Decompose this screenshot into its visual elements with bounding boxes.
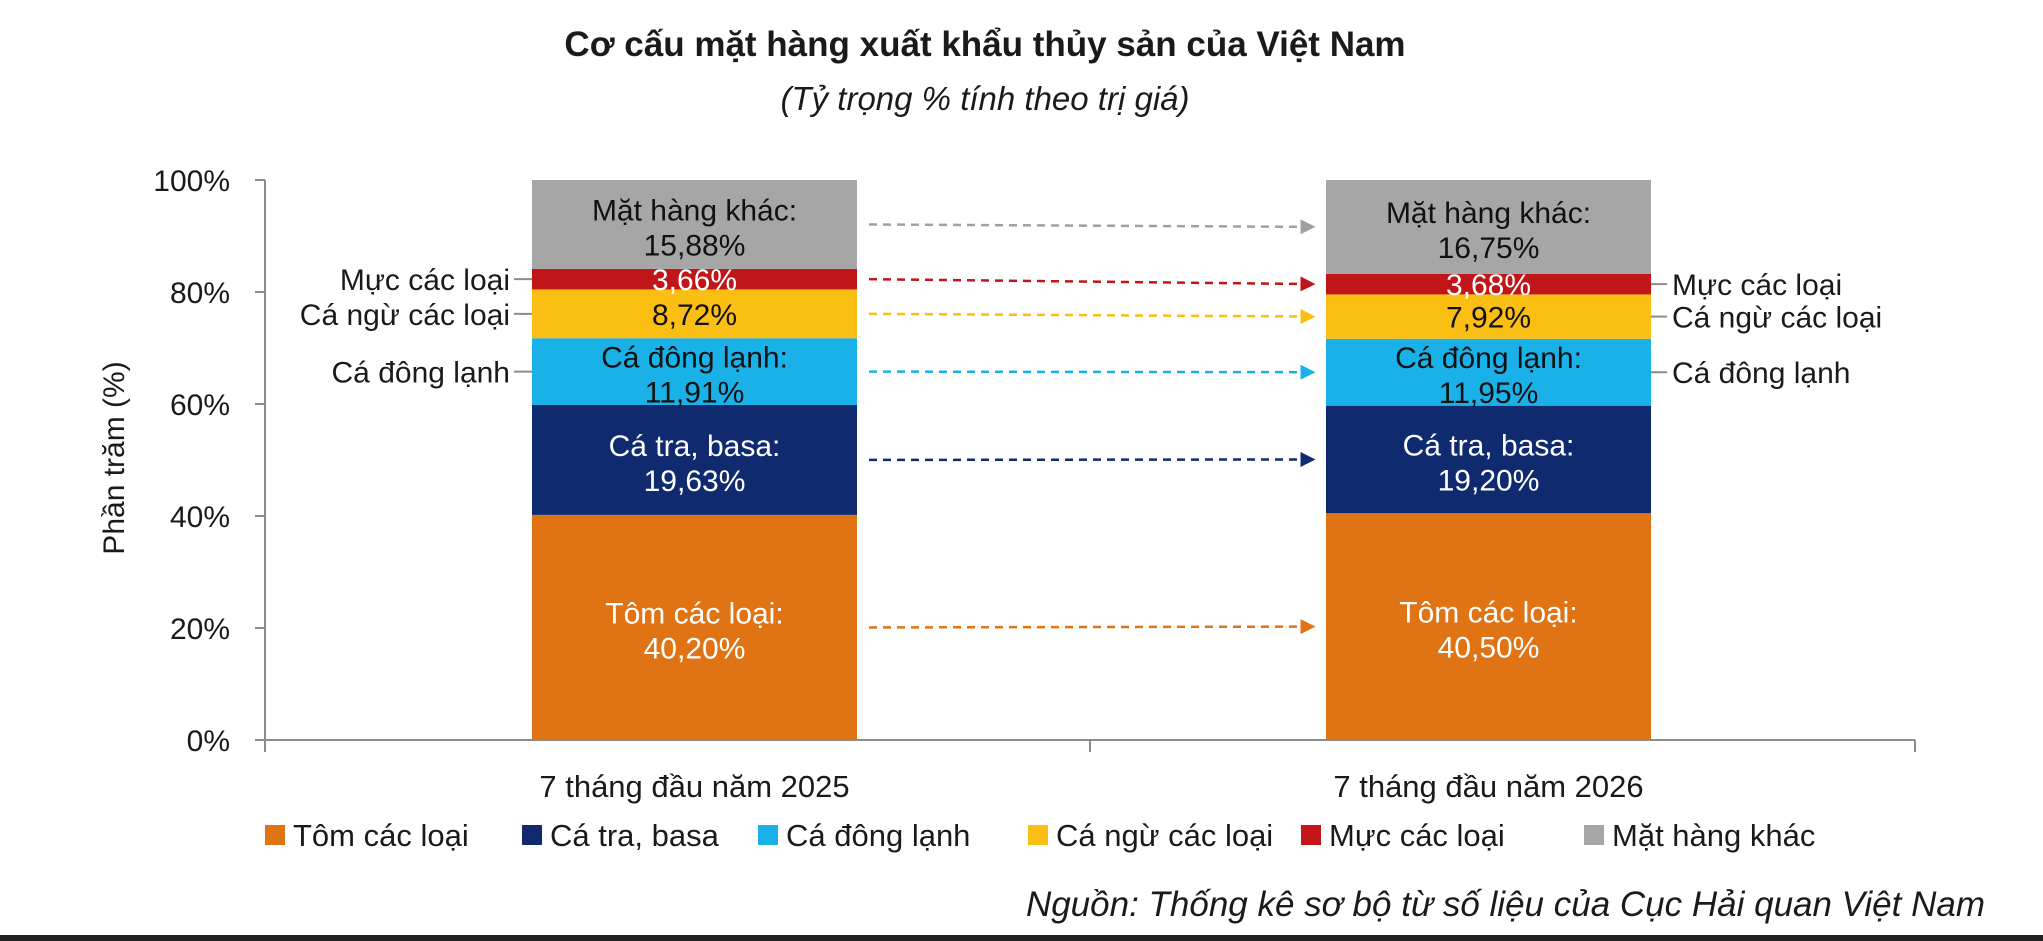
legend-label: Mực các loại <box>1329 818 1505 853</box>
bar-segment <box>1326 513 1651 740</box>
bar-segment <box>532 514 857 740</box>
data-label: 11,95% <box>1439 377 1539 410</box>
legend: Tôm các loại Cá tra, basa Cá đông lạnh Cá n… <box>265 818 1815 853</box>
legend-swatch <box>1301 825 1321 845</box>
source-note: Nguồn: Thống kê sơ bộ từ số liệu của Cục… <box>1026 885 1985 924</box>
segment-name-label: Mặt hàng khác: <box>592 194 797 227</box>
y-tick-label: 0% <box>187 725 230 758</box>
legend-swatch <box>265 825 285 845</box>
change-arrow <box>868 309 1316 325</box>
side-label-left: Cá ngừ các loại <box>300 299 510 332</box>
legend-swatch <box>522 825 542 845</box>
chart-title: Cơ cấu mặt hàng xuất khẩu thủy sản của V… <box>564 25 1405 64</box>
legend-swatch <box>1584 825 1604 845</box>
plot-area: 0% 20% 40% 60% 80% 100% 7 tháng đầu năm 2025 7 … <box>153 165 1916 804</box>
change-arrow <box>868 364 1316 380</box>
legend-swatch <box>1028 825 1048 845</box>
change-arrow <box>868 219 1316 235</box>
data-label: 7,92% <box>1446 302 1531 335</box>
side-label-right: Cá ngừ các loại <box>1672 302 1882 335</box>
legend-label: Mặt hàng khác <box>1612 818 1815 853</box>
legend-label: Tôm các loại <box>293 818 469 853</box>
y-tick-label: 100% <box>153 165 230 198</box>
segment-name-label: Tôm các loại: <box>605 597 783 630</box>
bar-segment <box>1326 273 1651 295</box>
bar-segment <box>532 404 857 515</box>
side-label-left: Cá đông lạnh <box>332 357 510 390</box>
bar-segment <box>1326 294 1651 339</box>
data-label: 3,66% <box>652 264 737 297</box>
bar-segment <box>532 268 857 290</box>
y-tick-label: 60% <box>170 389 230 422</box>
legend-label: Cá ngừ các loại <box>1056 818 1273 853</box>
chart-subtitle: (Tỷ trọng % tính theo trị giá) <box>780 80 1189 117</box>
segment-name-label: Cá đông lạnh: <box>1395 342 1582 375</box>
legend-label: Cá đông lạnh <box>786 818 970 853</box>
data-label: 3,68% <box>1446 269 1531 302</box>
change-arrow <box>868 276 1316 292</box>
change-arrow <box>868 619 1316 635</box>
side-label-left: Mực các loại <box>340 264 510 297</box>
legend-swatch <box>758 825 778 845</box>
data-label: 15,88% <box>644 229 746 262</box>
segment-name-label: Cá đông lạnh: <box>601 342 788 375</box>
y-tick-label: 20% <box>170 613 230 646</box>
data-label: 11,91% <box>645 377 745 410</box>
bar-segment <box>1326 405 1651 514</box>
y-tick-label: 80% <box>170 277 230 310</box>
segment-name-label: Mặt hàng khác: <box>1386 197 1591 230</box>
side-label-right: Cá đông lạnh <box>1672 357 1850 390</box>
data-label: 40,50% <box>1438 632 1540 665</box>
data-label: 8,72% <box>652 299 737 332</box>
bar-segment <box>1326 338 1651 406</box>
bar-segment <box>532 289 857 339</box>
data-label: 19,20% <box>1438 464 1540 497</box>
x-tick-label: 7 tháng đầu năm 2025 <box>539 769 849 804</box>
legend-label: Cá tra, basa <box>550 818 720 853</box>
segment-name-label: Cá tra, basa: <box>1403 429 1575 462</box>
data-label: 16,75% <box>1438 232 1540 265</box>
y-axis-title: Phần trăm (%) <box>98 361 131 554</box>
bottom-rule <box>0 935 2043 941</box>
data-label: 40,20% <box>644 632 746 665</box>
side-label-right: Mực các loại <box>1672 269 1842 302</box>
segment-name-label: Cá tra, basa: <box>609 430 781 463</box>
x-tick-label: 7 tháng đầu năm 2026 <box>1333 769 1643 804</box>
segment-name-label: Tôm các loại: <box>1399 597 1577 630</box>
data-label: 19,63% <box>644 465 746 498</box>
bar-segment <box>532 180 857 269</box>
y-tick-label: 40% <box>170 501 230 534</box>
bar-segment <box>532 338 857 405</box>
bar-segment <box>1326 180 1651 274</box>
